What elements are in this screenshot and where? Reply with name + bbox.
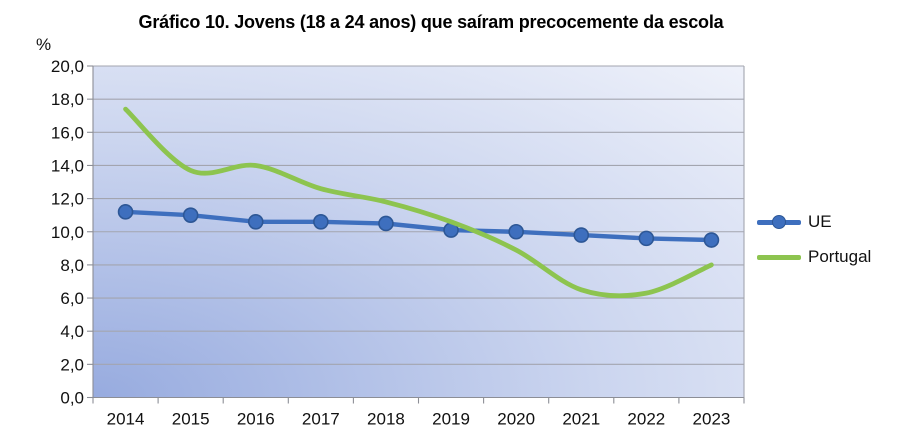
series-marker-ue <box>703 232 720 248</box>
portugal-line-swatch <box>757 254 801 260</box>
x-tick-label: 2015 <box>172 410 210 429</box>
x-tick-label: 2020 <box>497 410 535 429</box>
y-tick-label: 2,0 <box>60 355 84 374</box>
x-tick-label: 2022 <box>627 410 665 429</box>
x-tick-label: 2023 <box>693 410 731 429</box>
ue-line-swatch <box>757 215 801 229</box>
y-tick-label: 16,0 <box>51 123 84 142</box>
x-tick-label: 2018 <box>367 410 405 429</box>
legend-item-ue: UE <box>757 207 871 237</box>
legend-item-portugal: Portugal <box>757 242 871 272</box>
y-tick-label: 18,0 <box>51 90 84 109</box>
y-tick-label: 0,0 <box>60 389 84 408</box>
y-tick-label: 20,0 <box>51 57 84 76</box>
series-marker-ue <box>182 207 199 223</box>
x-tick-label: 2016 <box>237 410 275 429</box>
y-tick-label: 10,0 <box>51 223 84 242</box>
ue-marker-swatch <box>772 215 786 229</box>
legend: UE Portugal <box>757 207 871 277</box>
y-tick-label: 14,0 <box>51 156 84 175</box>
series-marker-ue <box>117 204 134 220</box>
y-tick-label: 12,0 <box>51 190 84 209</box>
y-axis-unit-label: % <box>36 35 52 54</box>
x-tick-label: 2014 <box>107 410 145 429</box>
series-marker-ue <box>247 214 264 230</box>
series-marker-ue <box>573 227 590 243</box>
y-tick-label: 4,0 <box>60 322 84 341</box>
series-marker-ue <box>313 214 329 230</box>
legend-label-portugal: Portugal <box>808 247 872 266</box>
x-tick-label: 2017 <box>302 410 340 429</box>
legend-label-ue: UE <box>808 212 832 231</box>
series-marker-ue <box>508 223 524 240</box>
x-tick-label: 2021 <box>562 410 600 429</box>
x-tick-label: 2019 <box>432 410 470 429</box>
series-marker-ue <box>638 230 655 247</box>
y-tick-label: 8,0 <box>60 256 84 275</box>
series-marker-ue <box>378 215 394 232</box>
y-tick-label: 6,0 <box>60 289 84 308</box>
series-line-portugal <box>123 106 714 299</box>
chart-title: Gráfico 10. Jovens (18 a 24 anos) que sa… <box>138 12 724 32</box>
series-line-ue <box>123 209 714 243</box>
